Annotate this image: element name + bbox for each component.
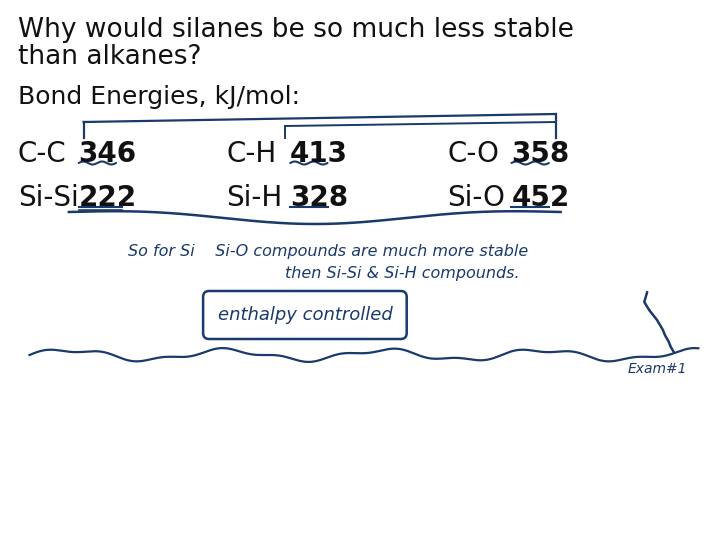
Text: enthalpy controlled: enthalpy controlled: [217, 306, 392, 324]
Text: then Si-Si & Si-H compounds.: then Si-Si & Si-H compounds.: [285, 266, 520, 281]
Text: 346: 346: [78, 140, 137, 168]
Text: C-O: C-O: [448, 140, 500, 168]
Text: Why would silanes be so much less stable: Why would silanes be so much less stable: [18, 17, 574, 43]
Text: 328: 328: [290, 184, 348, 212]
Text: Exam#1: Exam#1: [628, 362, 687, 376]
Text: C-C: C-C: [18, 140, 66, 168]
Text: Si-Si: Si-Si: [18, 184, 78, 212]
Text: C-H: C-H: [226, 140, 276, 168]
Text: 413: 413: [290, 140, 348, 168]
Text: So for Si    Si-O compounds are much more stable: So for Si Si-O compounds are much more s…: [128, 244, 528, 259]
Text: Bond Energies, kJ/mol:: Bond Energies, kJ/mol:: [18, 85, 300, 109]
Text: 358: 358: [511, 140, 570, 168]
Text: 452: 452: [511, 184, 570, 212]
Text: Si-O: Si-O: [448, 184, 505, 212]
Text: Si-H: Si-H: [226, 184, 282, 212]
Text: 222: 222: [78, 184, 137, 212]
Text: than alkanes?: than alkanes?: [18, 44, 201, 70]
